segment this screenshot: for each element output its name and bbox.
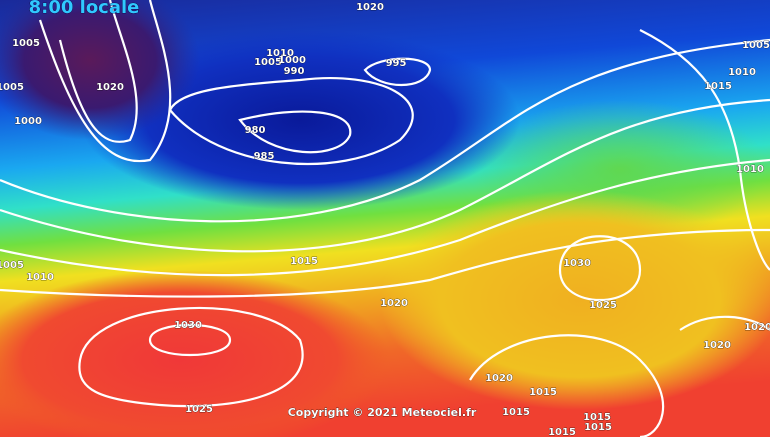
isobar-label: 1000 <box>14 116 42 127</box>
isobar-label: 1015 <box>704 81 732 92</box>
isobar <box>78 306 304 408</box>
isobar <box>168 76 414 166</box>
field <box>380 190 770 410</box>
isobar-label: 1030 <box>174 320 202 331</box>
isobar-label: 1020 <box>380 298 408 309</box>
isobar-label: 1025 <box>185 404 213 415</box>
isobar <box>0 158 770 277</box>
isobar <box>58 0 138 143</box>
isobar <box>148 324 232 356</box>
isobar-label: 1015 <box>290 256 318 267</box>
isobar-label: 1020 <box>485 373 513 384</box>
isobar-label: 1030 <box>563 258 591 269</box>
isobar-label: 1015 <box>502 407 530 418</box>
isobar-label: 1010 <box>266 48 294 59</box>
isobar-label: 1020 <box>96 82 124 93</box>
isobar-label: 1015 <box>583 412 611 423</box>
time-label: 8:00 locale <box>29 0 140 18</box>
isobar-label: 1005 <box>0 82 24 93</box>
isobar-label: 1020 <box>703 340 731 351</box>
isobar-label: 1015 <box>584 422 612 433</box>
field <box>0 0 200 140</box>
isobar <box>38 0 172 163</box>
isobar <box>558 235 642 301</box>
isobar-label: 980 <box>245 125 266 136</box>
isobar <box>0 98 770 253</box>
copyright: Copyright © 2021 Meteociel.fr <box>288 406 477 419</box>
isobar-label: 1005 <box>742 40 770 51</box>
isobar-label: 1020 <box>356 2 384 13</box>
isobar <box>679 315 770 331</box>
isobar-label: 1015 <box>529 387 557 398</box>
isobar-label: 1020 <box>744 322 770 333</box>
isobar-label: 1010 <box>736 164 764 175</box>
isobar <box>363 57 432 87</box>
isobar <box>238 110 352 154</box>
isobar-label: 1005 <box>12 38 40 49</box>
isobar-label: 1000 <box>278 55 306 66</box>
isobar-label: 1005 <box>0 260 24 271</box>
isobar-label: 1005 <box>254 57 282 68</box>
isobar <box>469 334 665 437</box>
isobar-label: 1010 <box>728 67 756 78</box>
isobar <box>0 228 770 298</box>
isobar-label: 1010 <box>26 272 54 283</box>
isobar <box>0 38 770 223</box>
isobar-label: 1015 <box>548 427 576 437</box>
field <box>0 270 390 437</box>
isobar <box>639 29 770 271</box>
isobar-label: 995 <box>386 58 407 69</box>
isobar-label: 985 <box>254 151 275 162</box>
isobar-label: 1025 <box>589 300 617 311</box>
isobar-label: 990 <box>284 66 305 77</box>
